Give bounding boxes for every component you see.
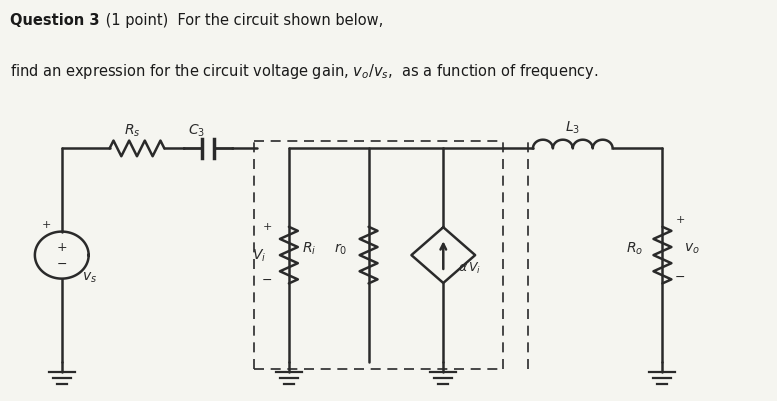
Text: $\mathit{v}_s$: $\mathit{v}_s$ <box>82 270 97 284</box>
Text: +: + <box>263 221 272 231</box>
Text: +: + <box>676 215 685 225</box>
Text: −: − <box>262 273 272 286</box>
Text: $\mathit{v}_o$: $\mathit{v}_o$ <box>685 241 700 256</box>
Text: −: − <box>57 258 67 271</box>
Text: +: + <box>57 240 67 253</box>
Text: $\mathit{C}_{3}$: $\mathit{C}_{3}$ <box>188 122 205 139</box>
Text: Question 3: Question 3 <box>10 13 99 28</box>
Text: $\mathit{L}_3$: $\mathit{L}_3$ <box>565 119 580 136</box>
Text: $\mathit{R}_o$: $\mathit{R}_o$ <box>626 240 643 257</box>
Text: $\mathit{R}_s$: $\mathit{R}_s$ <box>124 122 140 139</box>
Text: $\alpha\,\mathit{V}_i$: $\alpha\,\mathit{V}_i$ <box>458 260 482 275</box>
Text: $\mathit{R}_i$: $\mathit{R}_i$ <box>301 240 316 257</box>
Text: +: + <box>42 220 51 230</box>
Text: −: − <box>675 270 685 283</box>
Text: $\mathit{r}_0$: $\mathit{r}_0$ <box>334 241 347 256</box>
Text: $\mathit{V}_i$: $\mathit{V}_i$ <box>252 247 266 263</box>
Text: find an expression for the circuit voltage gain, $\mathit{v}_o/\mathit{v}_s$,  a: find an expression for the circuit volta… <box>10 62 598 81</box>
Text: (1 point)  For the circuit shown below,: (1 point) For the circuit shown below, <box>101 13 383 28</box>
